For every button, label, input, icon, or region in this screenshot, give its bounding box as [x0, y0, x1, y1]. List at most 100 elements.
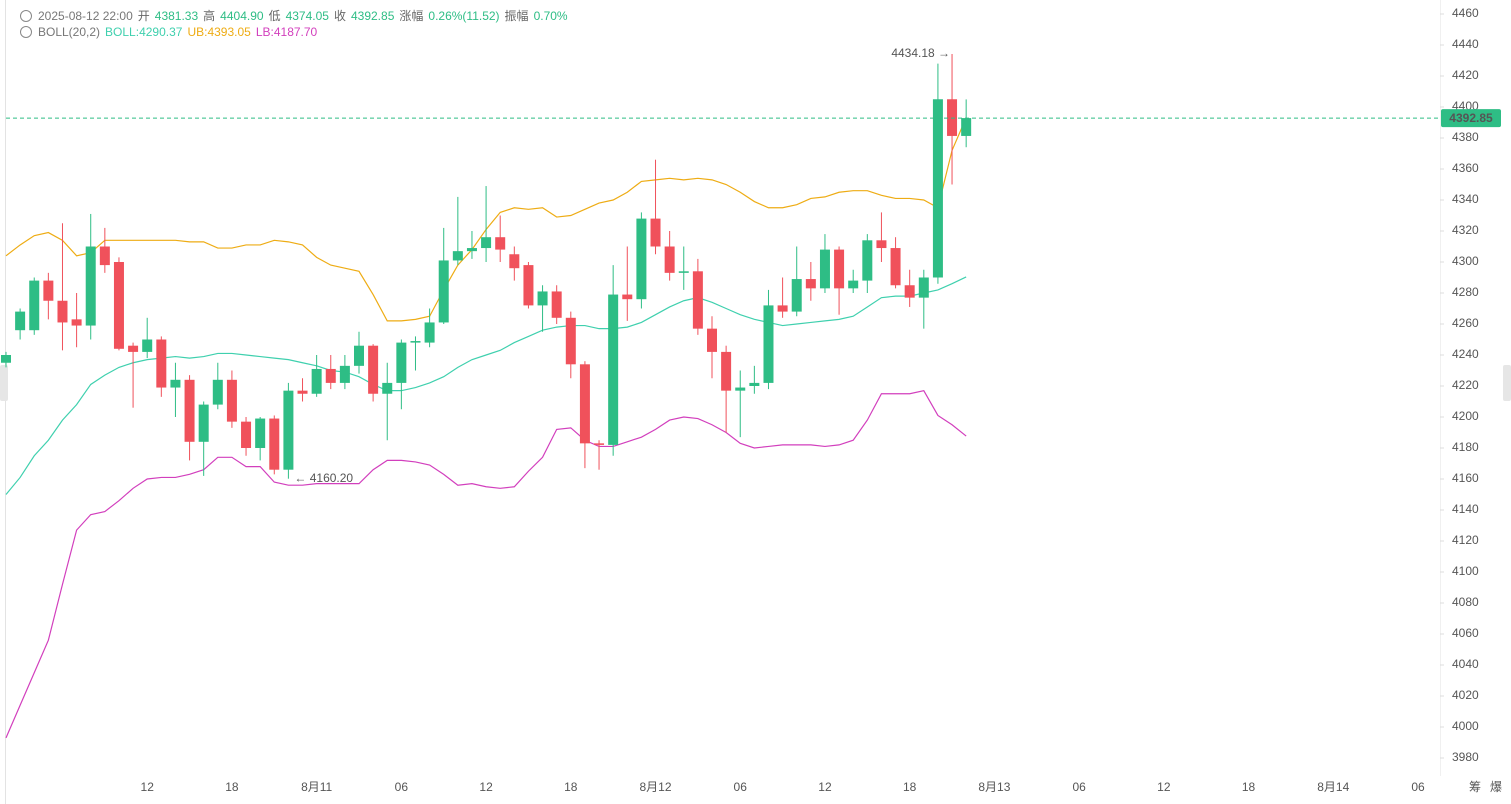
candle-body [396, 342, 407, 383]
candle-body [707, 328, 717, 352]
candle-body [269, 418, 280, 470]
y-tick-label: 4100 [1452, 564, 1479, 578]
candle-body [170, 379, 181, 388]
y-tick-label: 4360 [1452, 161, 1479, 175]
alert-icon[interactable] [20, 26, 32, 38]
candle-body [255, 418, 266, 448]
candle-body [692, 271, 703, 329]
header-value: 4381.33 [154, 8, 199, 23]
candle-body [805, 279, 816, 289]
header-label: 高 [203, 9, 216, 23]
candle-body [579, 364, 590, 444]
x-tick-label: 06 [1411, 780, 1425, 794]
y-tick-label: 4420 [1452, 68, 1479, 82]
header-label: 振幅 [504, 9, 529, 23]
indicator-value: LB:4187.70 [255, 25, 318, 39]
candle-body [636, 218, 647, 300]
candle-body [495, 237, 506, 250]
toolbar-button[interactable]: 爆 [1490, 780, 1502, 794]
y-tick-label: 4180 [1452, 440, 1479, 454]
toolbar-button[interactable]: 筹 [1469, 780, 1481, 794]
x-tick-label: 18 [1242, 780, 1256, 794]
candle-body [904, 285, 915, 298]
candle-body [128, 345, 139, 352]
y-tick-label: 4260 [1452, 316, 1479, 330]
y-tick-label: 4140 [1452, 502, 1479, 516]
x-tick-label: 18 [225, 780, 239, 794]
band-line [5, 389, 967, 739]
candle-body [325, 368, 336, 383]
last-price-tag [1441, 109, 1501, 128]
y-tick-label: 4320 [1452, 223, 1479, 237]
candle-body [834, 249, 845, 289]
candle-body [721, 351, 732, 391]
candle-body [961, 118, 972, 136]
candles [1, 54, 972, 479]
y-tick-label: 4160 [1452, 471, 1479, 485]
candle-body [354, 345, 364, 366]
header-value: 4404.90 [220, 8, 264, 23]
candle-body [594, 443, 605, 445]
candle-body [113, 262, 124, 349]
ohlc-header: 2025-08-12 22:00 开 4381.33 高 4404.90 低 4374.05… [20, 7, 573, 24]
candle-body [819, 249, 830, 289]
candle-body [481, 237, 492, 249]
indicator-header: BOLL(20,2) BOLL:4290.37 UB:4393.05 LB:4187.… [20, 25, 322, 39]
collapse-icon[interactable] [20, 9, 32, 22]
header-label: 低 [268, 9, 281, 23]
candle-body [198, 404, 209, 442]
candle-body [410, 341, 421, 343]
x-tick-label: 12 [141, 780, 155, 794]
y-tick-label: 4080 [1452, 595, 1479, 609]
candle-body [283, 390, 294, 470]
candle-body [664, 246, 675, 273]
candle-body [876, 240, 887, 249]
y-tick-label: 3980 [1452, 750, 1479, 764]
candle-body [368, 345, 379, 394]
indicator-name: BOLL(20,2) [38, 25, 101, 39]
candle-body [466, 248, 477, 252]
x-tick-label: 8月11 [301, 780, 332, 794]
candle-body [551, 291, 562, 318]
candle-body [339, 365, 350, 383]
left-handle[interactable] [0, 365, 8, 401]
header-value: 4374.05 [285, 8, 329, 23]
candle-body [932, 99, 943, 278]
candle-body [650, 218, 661, 247]
candle-body [452, 251, 463, 261]
y-tick-label: 4240 [1452, 347, 1479, 361]
x-tick-label: 12 [479, 780, 493, 794]
candle-body [297, 390, 308, 394]
candle-body [29, 280, 40, 331]
x-tick-label: 18 [903, 780, 917, 794]
last-price-label: 4392.85 [1449, 111, 1493, 125]
y-tick-label: 4300 [1452, 254, 1479, 268]
x-tick-label: 06 [1072, 780, 1086, 794]
candle-body [85, 246, 96, 326]
header-value: 0.70% [533, 8, 568, 23]
min-annotation: ← 4160.20 [294, 471, 353, 485]
candle-body [749, 382, 760, 386]
y-tick-label: 4380 [1452, 130, 1479, 144]
candle-body [678, 271, 689, 273]
y-tick-label: 4460 [1452, 6, 1479, 20]
header-label: 收 [333, 9, 346, 23]
header-label: 涨幅 [399, 9, 424, 23]
candle-body [71, 319, 82, 326]
x-tick-label: 06 [734, 780, 748, 794]
candle-body [241, 421, 252, 448]
x-tick-label: 8月14 [1317, 780, 1349, 794]
y-tick-label: 4340 [1452, 192, 1479, 206]
candle-body [565, 317, 576, 365]
candle-body [99, 246, 110, 266]
candle-body [890, 248, 901, 286]
header-value: 0.26%(11.52) [428, 8, 500, 23]
candle-body [509, 254, 520, 269]
x-tick-label: 8月13 [978, 780, 1010, 794]
candle-body [212, 379, 223, 405]
right-handle[interactable] [1503, 365, 1511, 401]
y-tick-label: 4200 [1452, 409, 1479, 423]
header-value: 4392.85 [350, 8, 395, 23]
y-tick-label: 4440 [1452, 37, 1479, 51]
